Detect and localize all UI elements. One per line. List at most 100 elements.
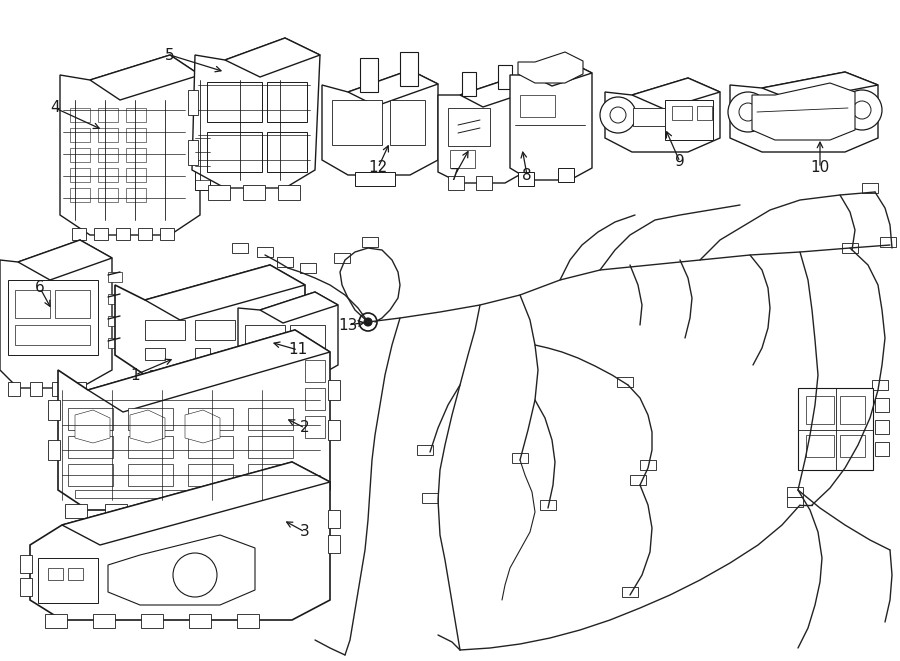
Text: 12: 12 [368, 161, 388, 176]
Polygon shape [0, 240, 112, 388]
Polygon shape [18, 240, 112, 280]
Polygon shape [58, 330, 330, 510]
Bar [94, 228, 108, 240]
Bar [98, 108, 118, 122]
Bar [108, 294, 122, 304]
Bar [126, 188, 146, 202]
Bar [862, 183, 878, 193]
Bar [48, 440, 60, 460]
Polygon shape [322, 70, 438, 175]
Bar [207, 82, 262, 122]
Bar [462, 72, 476, 96]
Bar [70, 168, 90, 182]
Bar [672, 106, 692, 120]
Bar [243, 185, 265, 200]
Bar [875, 442, 889, 456]
Text: 10: 10 [810, 161, 830, 176]
Bar [248, 436, 293, 458]
Bar [128, 464, 173, 486]
Bar [540, 500, 556, 510]
Bar [185, 504, 207, 518]
Bar [622, 587, 638, 597]
Bar [806, 435, 834, 457]
Bar [665, 100, 713, 140]
Bar [400, 52, 418, 86]
Bar [116, 228, 130, 240]
Bar [328, 510, 340, 528]
Bar [225, 504, 247, 518]
Bar [798, 388, 873, 470]
Bar [842, 243, 858, 253]
Bar [188, 90, 198, 115]
Bar [68, 408, 113, 430]
Bar [328, 420, 340, 440]
Polygon shape [75, 410, 110, 443]
Bar [15, 325, 90, 345]
Bar [277, 257, 293, 267]
Bar [872, 380, 888, 390]
Bar [128, 408, 173, 430]
Bar [74, 382, 86, 396]
Bar [98, 188, 118, 202]
Polygon shape [530, 62, 592, 86]
Bar [195, 130, 210, 190]
Circle shape [842, 90, 882, 130]
Bar [278, 185, 300, 200]
Bar [126, 128, 146, 142]
Bar [108, 338, 122, 348]
Bar [70, 148, 90, 162]
Bar [257, 247, 273, 257]
Bar [126, 148, 146, 162]
Circle shape [728, 92, 768, 132]
Bar [145, 504, 167, 518]
Bar [15, 290, 50, 318]
Bar [208, 185, 230, 200]
Bar [248, 464, 293, 486]
Bar [195, 320, 235, 340]
Bar [880, 237, 896, 247]
Polygon shape [108, 535, 255, 605]
Bar [448, 176, 464, 190]
Bar [362, 237, 378, 247]
Bar [20, 555, 32, 573]
Polygon shape [185, 410, 220, 443]
Polygon shape [145, 265, 305, 320]
Circle shape [610, 107, 626, 123]
Bar [98, 128, 118, 142]
Bar [188, 464, 233, 486]
Text: 3: 3 [300, 524, 310, 539]
Text: 4: 4 [50, 100, 59, 116]
Polygon shape [518, 52, 583, 83]
Bar [48, 400, 60, 420]
Bar [617, 377, 633, 387]
Bar [138, 228, 152, 240]
Bar [240, 370, 265, 382]
Bar [68, 436, 113, 458]
Bar [195, 370, 220, 382]
Bar [126, 108, 146, 122]
Polygon shape [605, 78, 720, 152]
Bar [98, 168, 118, 182]
Bar [93, 614, 115, 628]
Circle shape [364, 318, 372, 326]
Bar [875, 398, 889, 412]
Bar [520, 95, 555, 117]
Bar [141, 614, 163, 628]
Bar [422, 493, 438, 503]
Bar [8, 382, 20, 396]
Polygon shape [460, 80, 528, 107]
Text: 5: 5 [166, 48, 175, 63]
Polygon shape [762, 72, 878, 101]
Bar [160, 228, 174, 240]
Bar [105, 504, 127, 518]
Bar [70, 128, 90, 142]
Bar [232, 243, 248, 253]
Bar [267, 82, 307, 122]
Bar [417, 445, 433, 455]
Bar [355, 172, 395, 186]
Bar [207, 132, 262, 172]
Bar [450, 150, 475, 168]
Text: 11: 11 [288, 342, 308, 358]
Bar [128, 436, 173, 458]
Polygon shape [632, 78, 720, 109]
